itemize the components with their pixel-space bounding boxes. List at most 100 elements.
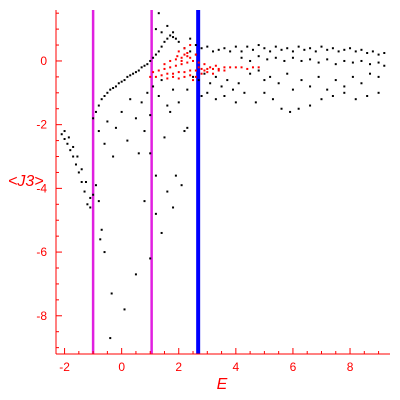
point-s0-6 [77, 171, 80, 174]
point-s0-73 [160, 79, 163, 82]
point-s1-40 [172, 75, 175, 78]
point-s0-111 [220, 85, 223, 88]
point-s0-119 [257, 44, 260, 47]
point-s1-38 [186, 52, 189, 54]
point-s0-16 [89, 196, 92, 199]
point-s1-3 [166, 72, 169, 75]
point-s0-65 [137, 152, 140, 155]
point-s0-4 [72, 155, 75, 158]
point-s0-121 [269, 50, 272, 53]
point-s0-122 [274, 45, 277, 48]
point-s1-14 [229, 66, 232, 69]
point-s0-38 [126, 75, 129, 78]
point-s1-41 [177, 77, 180, 80]
y-tick-label-2: -4 [36, 181, 47, 195]
point-s0-138 [366, 52, 369, 54]
point-s0-143 [249, 59, 252, 62]
point-s1-8 [194, 69, 197, 72]
point-s0-91 [154, 28, 157, 31]
point-s0-18 [92, 193, 95, 196]
point-s0-196 [186, 88, 189, 91]
point-s0-79 [149, 257, 152, 260]
point-s0-103 [223, 47, 226, 50]
point-s0-190 [206, 91, 209, 94]
point-s0-151 [317, 61, 320, 64]
point-s1-10 [206, 67, 209, 70]
axes [55, 10, 390, 355]
point-s0-20 [97, 200, 100, 203]
point-s0-115 [243, 91, 246, 94]
point-s0-112 [226, 79, 229, 82]
point-s0-93 [166, 24, 169, 27]
point-s0-153 [334, 63, 337, 66]
point-s0-25 [110, 292, 113, 295]
point-s0-31 [106, 91, 109, 94]
point-s0-182 [297, 107, 300, 110]
point-s0-29 [100, 98, 103, 101]
point-s0-124 [286, 47, 289, 50]
y-tick-label-4: -8 [36, 309, 47, 323]
point-s0-105 [234, 45, 237, 48]
point-s0-189 [377, 91, 380, 94]
point-s0-133 [337, 50, 340, 53]
point-s0-187 [354, 98, 357, 101]
point-s0-95 [177, 40, 180, 43]
point-s0-162 [263, 79, 266, 82]
point-s0-178 [263, 91, 266, 94]
point-s0-113 [231, 88, 234, 91]
point-s0-43 [140, 66, 143, 69]
point-s0-62 [126, 139, 129, 142]
point-s0-154 [343, 59, 346, 62]
point-s0-52 [166, 37, 169, 40]
point-s0-131 [326, 48, 329, 51]
y-tick-label-1: -2 [36, 118, 47, 132]
y-tick-label-3: -6 [36, 245, 47, 259]
point-s0-106 [192, 75, 195, 78]
point-s0-37 [123, 79, 126, 82]
point-s0-97 [189, 50, 192, 53]
point-s1-29 [203, 63, 206, 66]
point-s1-52 [197, 66, 200, 69]
point-s1-30 [163, 63, 166, 66]
point-s1-16 [240, 66, 243, 69]
point-s0-172 [343, 85, 346, 88]
point-s0-167 [300, 79, 303, 82]
point-s0-140 [377, 53, 380, 56]
point-s0-36 [120, 80, 123, 83]
point-s0-28 [97, 104, 100, 107]
point-s0-193 [234, 101, 237, 104]
point-s0-117 [246, 45, 249, 48]
point-s0-42 [137, 69, 140, 72]
point-s0-26 [92, 117, 95, 120]
point-s0-94 [172, 31, 175, 34]
point-s0-181 [289, 110, 292, 113]
x-tick-label-4: 6 [290, 360, 297, 374]
point-s0-2 [66, 142, 69, 145]
y-axis-label: <J3> [8, 173, 44, 190]
point-s0-158 [377, 61, 380, 64]
x-tick-label-1: 0 [118, 360, 125, 374]
point-s1-34 [186, 55, 189, 58]
point-s1-23 [169, 66, 172, 69]
point-s0-107 [197, 79, 200, 82]
point-s0-120 [263, 47, 266, 50]
point-s0-45 [146, 63, 149, 66]
point-s0-14 [80, 168, 83, 171]
point-s0-100 [206, 45, 209, 48]
x-tick-label-5: 8 [347, 360, 354, 374]
point-s0-123 [280, 48, 283, 51]
point-s0-146 [274, 56, 277, 59]
point-s1-56 [194, 53, 197, 56]
point-s0-141 [383, 52, 386, 54]
point-s0-144 [257, 55, 260, 58]
point-s0-88 [189, 37, 192, 40]
point-s0-137 [360, 48, 363, 51]
point-s0-40 [132, 72, 135, 75]
point-s0-83 [166, 190, 169, 193]
point-s0-128 [309, 47, 312, 50]
x-tick-label-3: 4 [233, 360, 240, 374]
point-s0-175 [369, 72, 372, 75]
point-s0-159 [383, 64, 386, 67]
point-s0-179 [271, 98, 274, 101]
point-s0-34 [114, 85, 117, 88]
